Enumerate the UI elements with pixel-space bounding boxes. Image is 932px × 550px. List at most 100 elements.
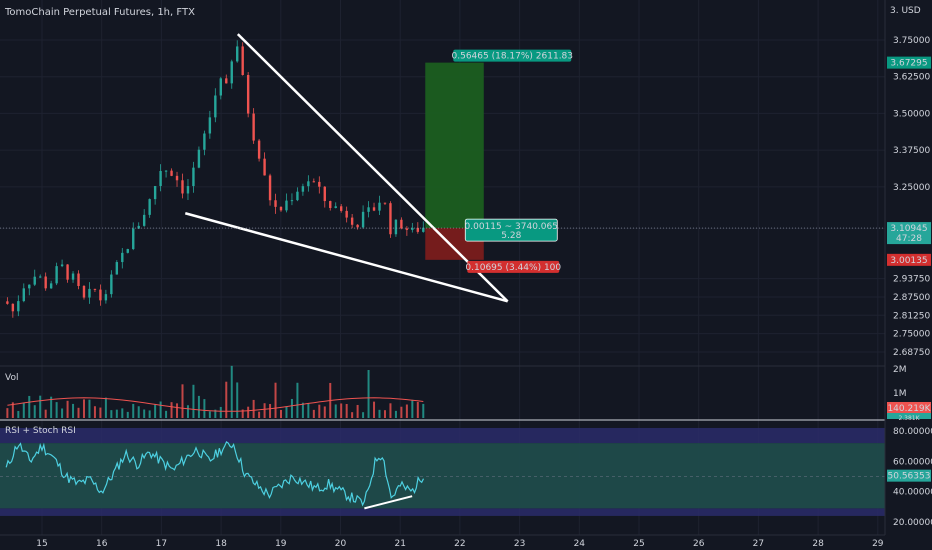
rsi-value-text: 50.56353 — [888, 472, 931, 482]
candle-body — [383, 202, 387, 204]
candle-body — [170, 170, 173, 176]
volume-bar — [208, 411, 211, 418]
price-tick-label: 3.37500 — [893, 146, 930, 156]
current-price-tag-text: 3.10945 — [890, 224, 927, 234]
candle-body — [257, 140, 261, 159]
volume-bar — [405, 404, 408, 418]
volume-bar — [345, 403, 348, 418]
volume-bar — [39, 395, 42, 418]
candle-body — [104, 294, 108, 301]
volume-bar — [104, 397, 107, 418]
candle-body — [236, 46, 239, 62]
entry-label-line1: 0.00115 ~ 3740.065 — [465, 222, 558, 232]
target-price-tag[interactable]: 3.67295 — [887, 56, 931, 69]
volume-bar — [236, 382, 239, 418]
candle-body — [225, 78, 228, 84]
candle-body — [367, 207, 370, 212]
candle-body — [55, 266, 58, 284]
volume-bar — [143, 409, 146, 418]
oversold-band — [0, 508, 885, 516]
volume-bar — [367, 370, 370, 418]
time-tick-label: 16 — [96, 539, 108, 549]
candle-body — [230, 61, 233, 84]
rsi-title[interactable]: RSI + Stoch RSI — [5, 426, 76, 436]
volume-bar — [383, 410, 386, 418]
volume-title[interactable]: Vol — [5, 373, 18, 383]
volume-bar — [197, 395, 200, 418]
candle-body — [132, 228, 135, 250]
candle-body — [307, 181, 310, 187]
candle-body — [411, 227, 414, 230]
volume-bar — [318, 404, 321, 418]
candle-body — [345, 210, 348, 218]
upper-trendline[interactable] — [236, 33, 509, 303]
candle-body — [88, 288, 91, 298]
rsi-value-tag[interactable]: 50.56353 — [887, 469, 931, 482]
volume-bar — [33, 405, 36, 418]
volume-tick-label: 2M — [893, 365, 907, 375]
volume-axis[interactable]: 2M 1M — [893, 365, 907, 399]
volume-bar — [389, 403, 392, 418]
candle-body — [66, 264, 69, 280]
volume-bar — [263, 403, 266, 418]
volume-bar — [394, 410, 397, 418]
candle-body — [246, 74, 250, 114]
stop-price-tag[interactable]: 3.00135 — [887, 253, 931, 266]
time-axis[interactable]: 15 16 17 18 19 20 21 22 23 24 25 26 27 28 29 — [36, 539, 884, 549]
current-price-tag[interactable]: 3.10945 47:28 — [887, 222, 931, 245]
volume-bar — [22, 402, 25, 418]
target-zone[interactable] — [425, 62, 484, 229]
volume-bar — [50, 396, 53, 418]
volume-pane[interactable] — [0, 365, 885, 418]
volume-bar — [66, 400, 69, 418]
candle-body — [422, 227, 425, 232]
symbol-title[interactable]: TomoChain Perpetual Futures, 1h, FTX — [4, 7, 195, 18]
price-pane[interactable] — [0, 33, 885, 318]
time-tick-label: 27 — [753, 539, 764, 549]
volume-bar — [176, 403, 179, 418]
candle-body — [203, 133, 206, 150]
volume-bar — [296, 382, 299, 418]
volume-bar — [72, 403, 75, 418]
candle-body — [350, 217, 354, 225]
rsi-axis[interactable]: 80.00000 60.00000 40.00000 20.00000 — [893, 427, 932, 528]
candle-body — [339, 206, 343, 211]
lower-trendline[interactable] — [184, 212, 508, 303]
candle-body — [181, 180, 184, 194]
time-tick-label: 20 — [335, 539, 347, 549]
volume-bar — [416, 401, 419, 418]
price-tick-label: 3.62500 — [893, 73, 930, 83]
volume-bar — [258, 411, 261, 418]
rsi-pane[interactable] — [0, 419, 885, 516]
target-label[interactable]: 0.56465 (18.17%) 2611.83 — [452, 49, 574, 62]
stop-label[interactable]: 0.10695 (3.44%) 100 — [465, 260, 561, 273]
volume-value-text: 140.219K — [887, 404, 931, 414]
volume-bar — [225, 381, 228, 418]
candle-body — [279, 206, 283, 211]
candle-body — [142, 214, 146, 226]
candle-body — [219, 78, 223, 96]
volume-tick-label: 1M — [893, 389, 907, 399]
time-tick-label: 25 — [633, 539, 644, 549]
candle-body — [82, 286, 86, 298]
stop-label-text: 0.10695 (3.44%) 100 — [465, 263, 561, 273]
volume-bar — [11, 402, 14, 418]
entry-label[interactable]: 0.00115 ~ 3740.065 5.28 — [465, 218, 558, 242]
candle-body — [39, 276, 42, 278]
candle-body — [405, 228, 409, 230]
volume-bar — [93, 406, 96, 418]
divergence-line[interactable] — [364, 495, 413, 510]
currency-label[interactable]: 3. USD — [890, 6, 921, 16]
volume-value-tag[interactable]: 140.219K 2.381K — [887, 402, 932, 422]
candle-body — [60, 264, 64, 267]
candle-body — [49, 283, 53, 289]
candle-body — [77, 273, 80, 287]
price-tick-label: 2.75000 — [893, 330, 930, 340]
candle-body — [296, 191, 299, 201]
candle-body — [164, 170, 168, 172]
candle-body — [290, 200, 294, 202]
time-tick-label: 22 — [454, 539, 465, 549]
price-axis-background — [885, 0, 932, 550]
volume-bar — [351, 412, 354, 418]
